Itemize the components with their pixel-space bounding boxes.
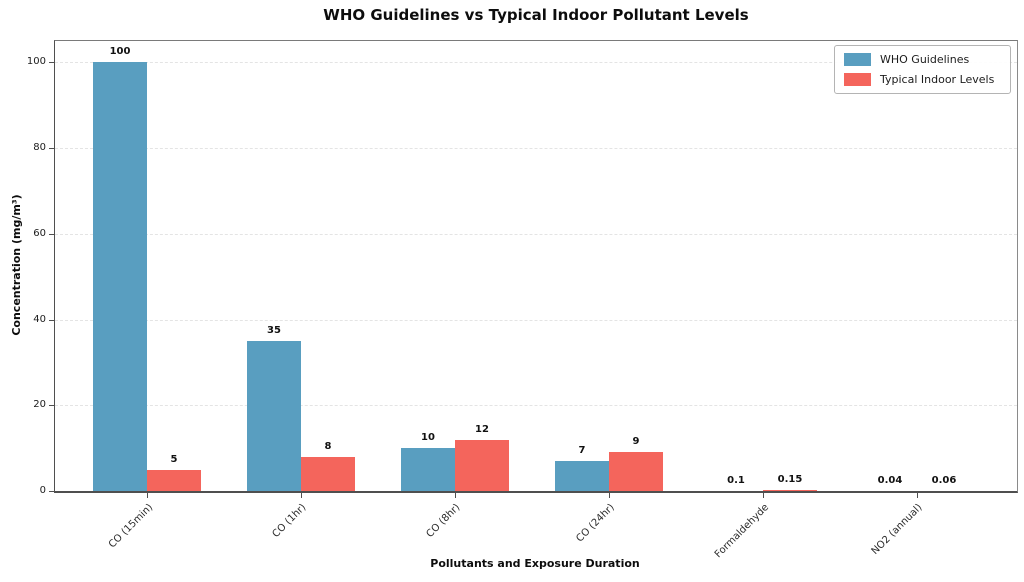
bar-indoor xyxy=(609,452,663,491)
bar-who xyxy=(93,62,147,491)
gridline xyxy=(55,234,1017,235)
gridline xyxy=(55,405,1017,406)
y-tick xyxy=(49,320,54,321)
value-label: 8 xyxy=(324,441,332,452)
legend-label: WHO Guidelines xyxy=(880,53,970,66)
bar-indoor xyxy=(455,440,509,491)
value-label: 35 xyxy=(267,325,281,336)
y-tick xyxy=(49,234,54,235)
value-label: 10 xyxy=(421,432,435,443)
gridline xyxy=(55,62,1017,63)
x-tick xyxy=(301,493,302,498)
y-tick xyxy=(49,62,54,63)
gridline xyxy=(55,320,1017,321)
value-label: 0.1 xyxy=(727,475,745,486)
y-tick xyxy=(49,405,54,406)
x-tick-label: NO2 (annual) xyxy=(869,502,925,557)
x-tick-label: CO (8hr) xyxy=(424,502,463,540)
x-tick xyxy=(609,493,610,498)
legend-entry-who: WHO Guidelines xyxy=(844,53,1001,66)
x-axis-title: Pollutants and Exposure Duration xyxy=(430,557,640,570)
bar-who xyxy=(555,461,609,491)
y-tick-label: 60 xyxy=(33,228,46,239)
x-tick-label: CO (24hr) xyxy=(574,502,617,545)
value-label: 7 xyxy=(578,445,586,456)
x-tick xyxy=(917,493,918,498)
value-label: 5 xyxy=(170,454,178,465)
x-tick xyxy=(147,493,148,498)
typical-indoor-swatch xyxy=(844,73,871,86)
y-tick xyxy=(49,491,54,492)
plot-area: 0 20 40 60 80 100 CO (15min) 100 5 CO (1hr) 35 8 CO … xyxy=(27,40,1018,560)
y-tick-label: 20 xyxy=(33,399,46,410)
x-tick-label: Formaldehyde xyxy=(712,502,771,561)
x-tick xyxy=(455,493,456,498)
value-label: 0.04 xyxy=(877,475,903,486)
bar-indoor xyxy=(301,457,355,491)
y-axis-title: Concentration (mg/m³) xyxy=(10,194,23,336)
bar-who xyxy=(401,448,455,491)
gridline xyxy=(55,148,1017,149)
value-label: 100 xyxy=(109,46,131,57)
value-label: 9 xyxy=(632,436,640,447)
x-tick-label: CO (15min) xyxy=(106,502,155,551)
legend: WHO Guidelines Typical Indoor Levels xyxy=(834,45,1011,94)
y-tick-label: 40 xyxy=(33,314,46,325)
x-tick-label: CO (1hr) xyxy=(270,502,309,540)
chart-title: WHO Guidelines vs Typical Indoor Polluta… xyxy=(323,6,749,24)
who-guidelines-swatch xyxy=(844,53,871,66)
legend-label: Typical Indoor Levels xyxy=(880,73,995,86)
value-label: 0.06 xyxy=(931,475,957,486)
y-tick-label: 100 xyxy=(26,56,46,67)
y-tick-label: 0 xyxy=(39,485,46,496)
value-label: 0.15 xyxy=(777,474,803,485)
x-tick xyxy=(763,493,764,498)
y-tick-label: 80 xyxy=(33,142,46,153)
legend-entry-indoor: Typical Indoor Levels xyxy=(844,73,1001,86)
bar-who xyxy=(247,341,301,491)
y-tick xyxy=(49,148,54,149)
bar-indoor xyxy=(147,470,201,491)
value-label: 12 xyxy=(475,424,489,435)
bar-indoor xyxy=(763,490,817,491)
